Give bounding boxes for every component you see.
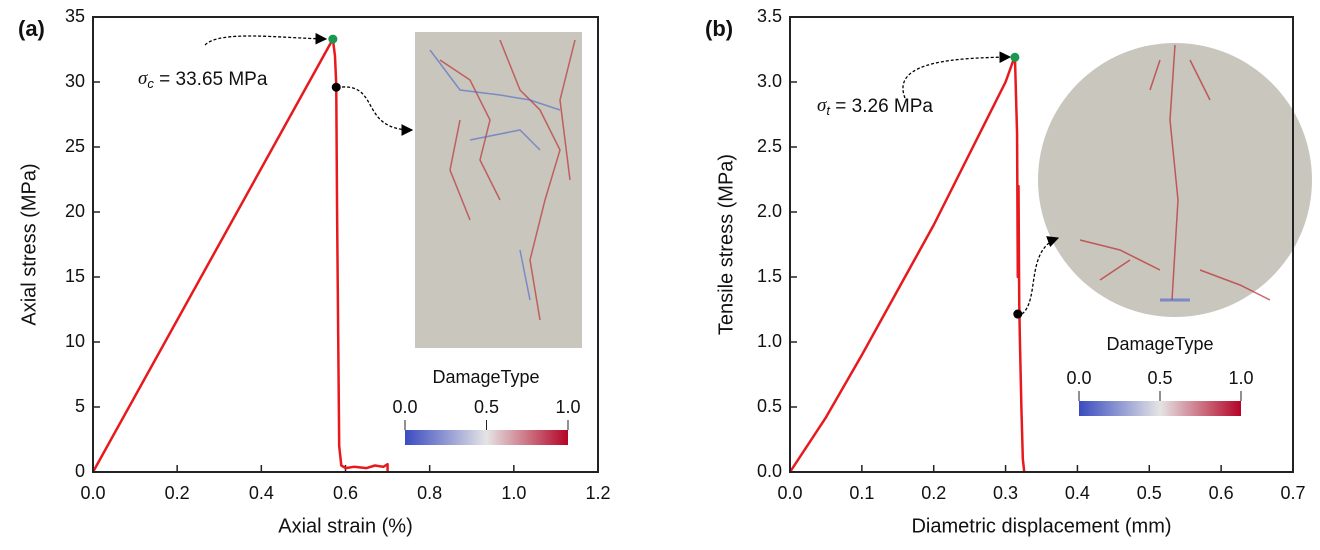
x-tick-label: 1.2 [585, 483, 610, 503]
y-tick-label: 0.5 [757, 396, 782, 416]
colorbar-tick-label: 1.0 [555, 397, 580, 417]
x-tick-label: 0.5 [1137, 483, 1162, 503]
y-tick-label: 5 [75, 396, 85, 416]
annotation-sub: c [147, 76, 154, 91]
x-tick-label: 0.6 [333, 483, 358, 503]
panel-label: (a) [18, 16, 45, 41]
x-tick-label: 0.6 [1209, 483, 1234, 503]
colorbar [405, 430, 568, 445]
y-tick-label: 3.0 [757, 71, 782, 91]
line-series [91, 37, 389, 473]
annotation-text: = 3.26 MPa [830, 96, 933, 117]
marker-point [331, 82, 341, 92]
colorbar-tick-label: 0.0 [392, 397, 417, 417]
annotation: σc = 33.65 MPa [138, 68, 268, 91]
colorbar-title: DamageType [1106, 334, 1213, 354]
x-tick-label: 0.3 [993, 483, 1018, 503]
x-tick-label: 0.0 [80, 483, 105, 503]
y-tick-label: 30 [65, 71, 85, 91]
marker-point [1013, 309, 1023, 319]
y-tick-label: 1.0 [757, 331, 782, 351]
marker-point [328, 34, 338, 44]
x-tick-label: 0.0 [777, 483, 802, 503]
x-tick-label: 0.7 [1280, 483, 1305, 503]
colorbar-tick-label: 0.0 [1066, 368, 1091, 388]
x-axis-label: Axial strain (%) [278, 515, 412, 537]
inset-b [1038, 43, 1312, 317]
y-tick-label: 20 [65, 201, 85, 221]
x-tick-label: 0.2 [921, 483, 946, 503]
y-tick-label: 0.0 [757, 461, 782, 481]
colorbar-tick-label: 0.5 [1147, 368, 1172, 388]
annotation-text: = 33.65 MPa [154, 69, 268, 90]
x-tick-label: 0.2 [165, 483, 190, 503]
x-tick-label: 0.1 [849, 483, 874, 503]
x-tick-label: 0.4 [1065, 483, 1090, 503]
axes-box [789, 16, 1294, 473]
colorbar [1079, 401, 1241, 416]
y-tick-label: 2.0 [757, 201, 782, 221]
colorbar-title: DamageType [432, 367, 539, 387]
panel-label: (b) [705, 16, 733, 41]
y-tick-label: 3.5 [757, 6, 782, 26]
y-axis-label: Tensile stress (MPa) [715, 154, 737, 335]
y-tick-label: 35 [65, 6, 85, 26]
annotation-symbol: σ [817, 95, 827, 116]
x-tick-label: 0.4 [249, 483, 274, 503]
y-tick-label: 2.5 [757, 136, 782, 156]
y-tick-label: 10 [65, 331, 85, 351]
line-series [788, 54, 1026, 473]
annotation: σt = 3.26 MPa [817, 95, 933, 118]
marker-point [1010, 52, 1020, 62]
x-tick-label: 0.8 [417, 483, 442, 503]
arrows [204, 32, 1060, 315]
annotation-sub: t [826, 103, 831, 118]
y-axis-label: Axial stress (MPa) [18, 163, 40, 325]
y-tick-label: 15 [65, 266, 85, 286]
colorbar-tick-label: 0.5 [474, 397, 499, 417]
annotation-symbol: σ [138, 68, 148, 89]
axes-box [92, 16, 599, 473]
y-tick-label: 0 [75, 461, 85, 481]
y-tick-label: 25 [65, 136, 85, 156]
inset-a [415, 32, 582, 348]
x-tick-label: 1.0 [501, 483, 526, 503]
colorbar-tick-label: 1.0 [1228, 368, 1253, 388]
y-tick-label: 1.5 [757, 266, 782, 286]
x-axis-label: Diametric displacement (mm) [911, 515, 1171, 537]
